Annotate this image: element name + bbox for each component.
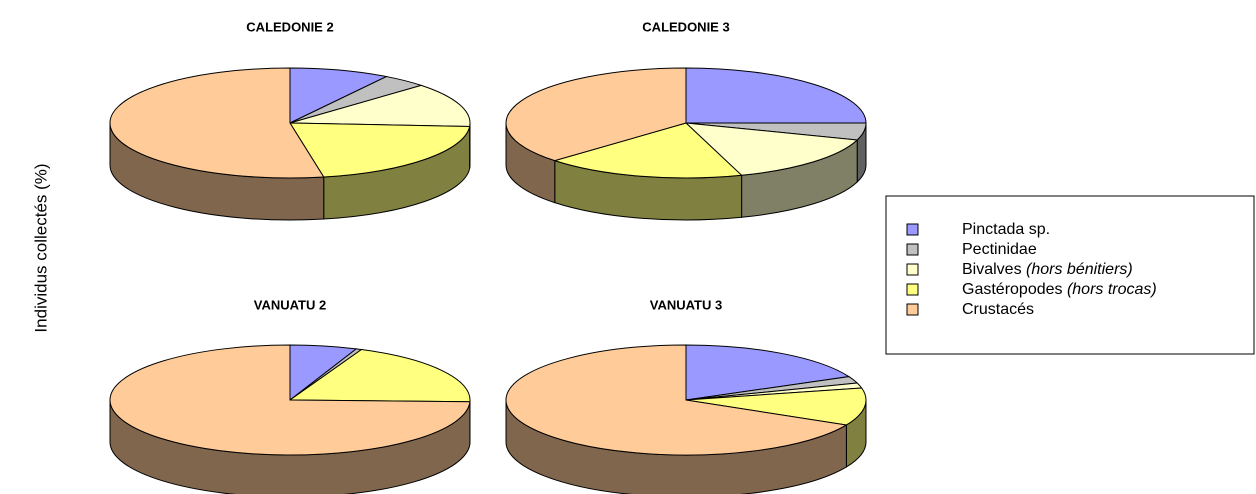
legend-label: Crustacés — [962, 301, 1034, 318]
pie-title: VANUATU 2 — [254, 297, 326, 312]
pie-tops — [505, 67, 867, 179]
legend-label: Pectinidae — [962, 241, 1037, 258]
pie-tops — [109, 67, 471, 179]
pie-title: CALEDONIE 3 — [642, 19, 729, 34]
pie-slice — [109, 344, 471, 456]
legend-label: Pinctada sp. — [962, 221, 1050, 238]
legend-swatch — [906, 303, 919, 316]
pie-slice — [289, 67, 389, 124]
pie-tops — [109, 344, 471, 456]
pie-slice — [553, 122, 743, 179]
legend-box — [885, 195, 1255, 355]
pie-slice — [289, 84, 471, 127]
pie-title: VANUATU 3 — [650, 297, 722, 312]
pie-slice — [505, 344, 848, 456]
pie-slice — [109, 67, 325, 179]
legend-swatch — [906, 283, 919, 296]
legend-label: Bivalves (hors bénitiers) — [962, 261, 1133, 278]
pie-slice — [505, 67, 687, 162]
pie-slice — [289, 122, 471, 178]
legend-swatch — [906, 223, 919, 236]
pie-slice — [685, 387, 867, 426]
pie-sides — [505, 122, 867, 221]
legend-swatch — [906, 263, 919, 276]
pie-title: CALEDONIE 2 — [246, 19, 333, 34]
y-axis-label: Individus collectés (%) — [31, 163, 50, 332]
legend-label: Gastéropodes (hors trocas) — [962, 281, 1157, 298]
pie-slice — [685, 344, 851, 401]
pie-slice — [685, 67, 867, 124]
pie-slice — [684, 122, 859, 176]
legend-swatch — [906, 243, 919, 256]
pie-slice — [288, 349, 471, 403]
pie-tops — [505, 344, 867, 456]
